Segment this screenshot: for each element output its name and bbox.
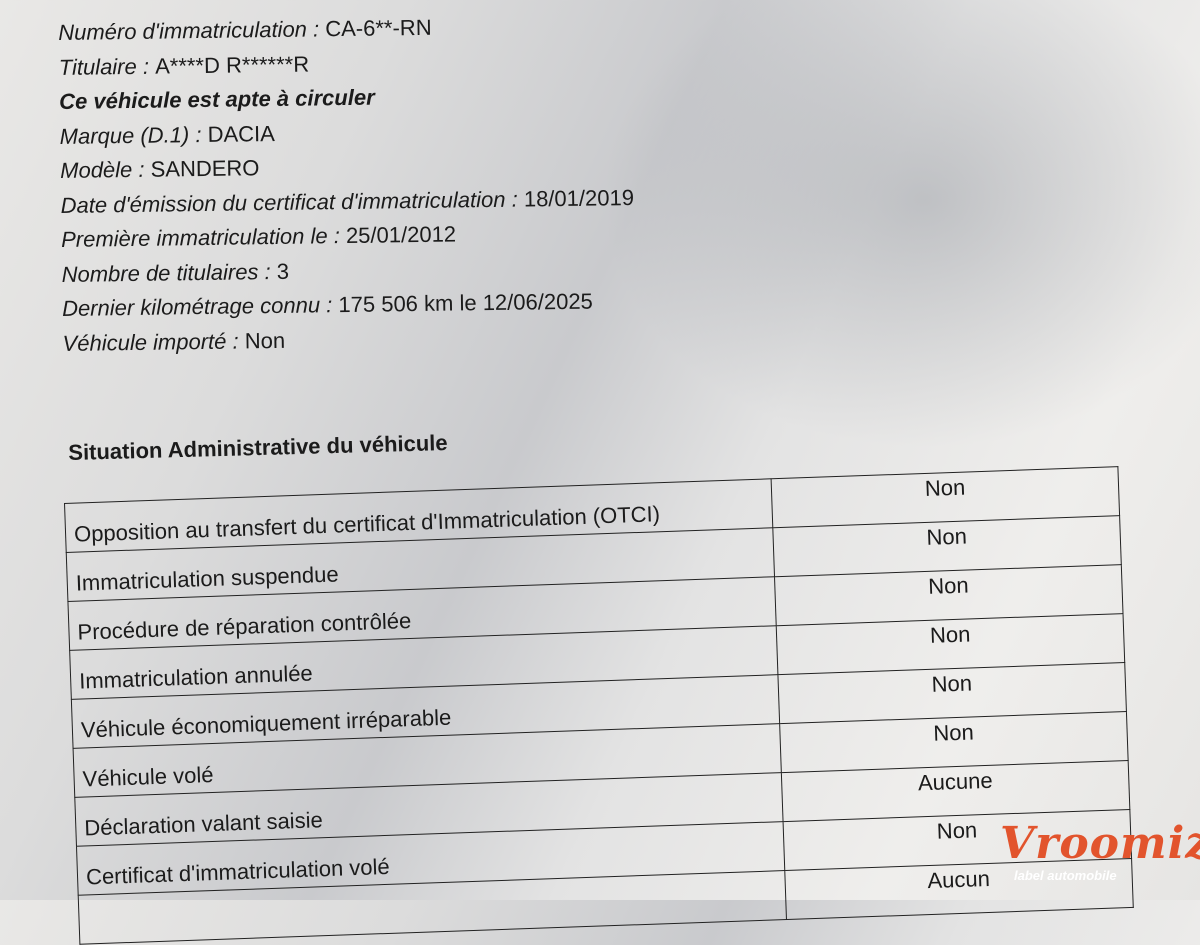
imported: Véhicule importé : Non	[62, 327, 286, 356]
watermark-brand: Vroomiz	[1000, 818, 1200, 869]
shadow	[600, 0, 1200, 450]
admin-table: Opposition au transfert du certificat d'…	[64, 466, 1134, 945]
vroomiz-watermark: Vroomiz label automobile	[1000, 818, 1200, 883]
watermark-tagline: label automobile	[1014, 868, 1117, 883]
section-title: Situation Administrative du véhicule	[68, 430, 448, 465]
vehicle-info: Numéro d'immatriculation : CA-6**-RN Tit…	[58, 8, 636, 361]
